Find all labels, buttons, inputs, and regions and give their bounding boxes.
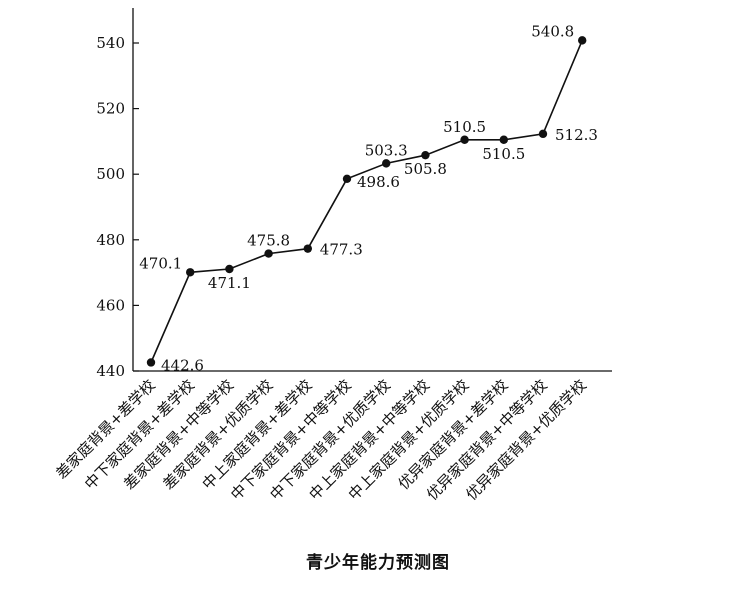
data-point [264,249,273,258]
y-tick-label: 440 [96,362,125,380]
data-labels: 442.6 470.1 471.1 475.8 477.3 498.6 503.3505.8… [139,22,598,374]
data-point [146,358,156,367]
chart-title: 青少年能力预测图 [306,553,450,573]
data-label: 475.8 [247,232,290,250]
data-label: 470.1 [139,254,182,272]
data-point [342,174,352,183]
data-point [225,264,234,274]
data-label: 510.5 [482,145,525,163]
data-points [146,36,587,367]
axes [132,8,612,372]
data-point [499,135,508,144]
series-line [150,40,583,363]
data-point [578,36,587,45]
data-label: 505.8 [404,160,447,178]
y-axis-ticks: 440 460 480 500 520 540 [96,34,139,380]
data-point [538,129,548,139]
data-label: 471.1 [208,274,251,292]
data-point [303,244,312,253]
y-tick-label: 540 [96,34,125,52]
data-label: 512.3 [555,126,598,144]
data-label: 540.8 [531,22,574,40]
data-point [186,268,195,277]
y-tick-label: 500 [96,165,125,183]
y-tick-label: 480 [96,231,125,249]
y-tick-label: 460 [96,296,125,314]
data-label: 442.6 [161,356,204,374]
data-label: 477.3 [320,241,363,259]
data-point [382,159,391,168]
data-point [421,150,430,160]
y-tick-label: 520 [96,100,125,118]
x-axis-category-labels: 差家庭背景+差学校中下家庭背景+差学校差家庭背景+中等学校差家庭背景+优质学校中… [52,376,590,504]
data-point [460,135,469,144]
data-label: 498.6 [357,173,400,191]
data-label: 510.5 [443,118,486,136]
data-label: 503.3 [365,141,408,159]
